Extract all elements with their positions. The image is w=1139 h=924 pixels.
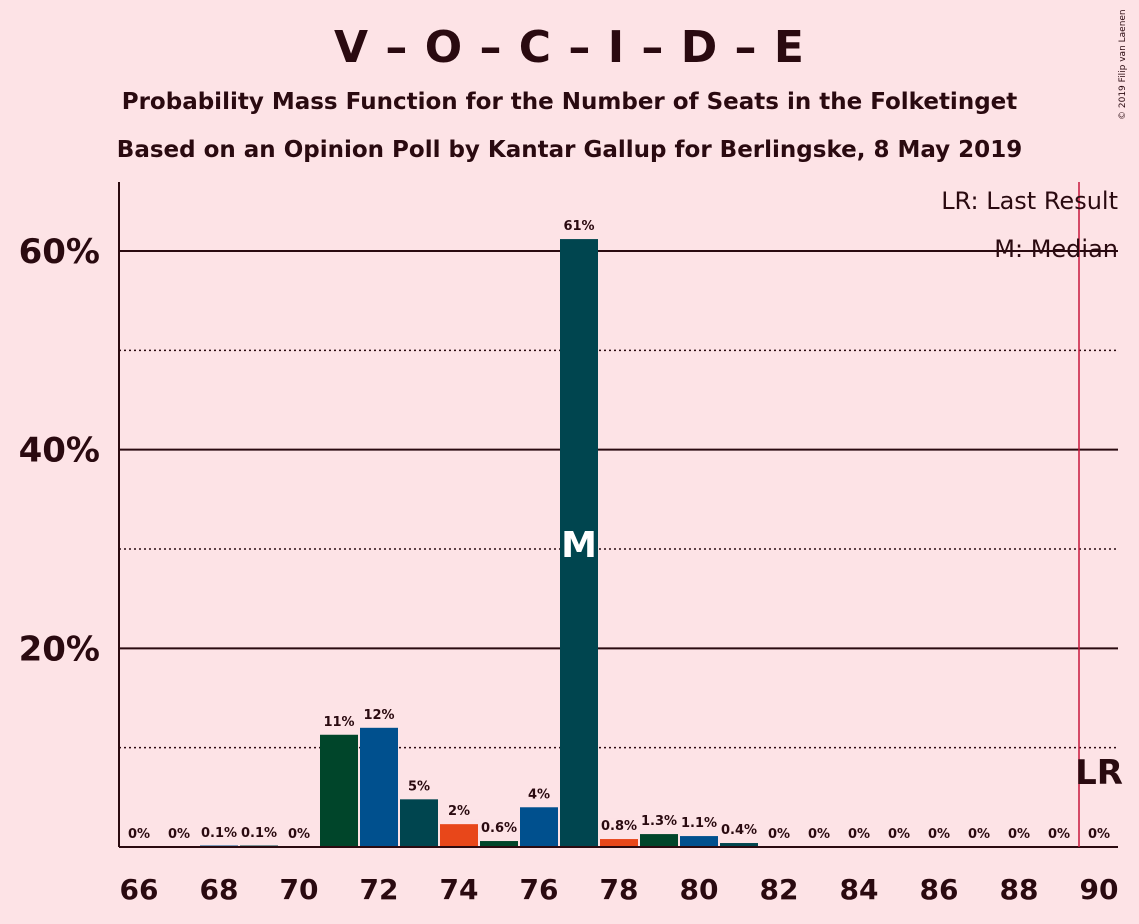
data-label-76: 4%: [528, 787, 550, 802]
x-tick-label: 84: [840, 873, 879, 906]
data-labels: 0% 0% 0.1% 0.1% 0% 11% 12% 5% 2% 0.6% 4% 61% M 0.8% 1.…: [119, 218, 1119, 842]
chart-source: Based on an Opinion Poll by Kantar Gallu…: [116, 137, 1023, 163]
data-label-bg-84: [839, 826, 879, 842]
chart-subtitle: Probability Mass Function for the Number…: [121, 89, 1018, 115]
data-label-73: 5%: [408, 779, 430, 794]
data-label-72: 12%: [363, 708, 394, 723]
data-label-bg-88: [999, 826, 1039, 842]
legend-last-result: LR: Last Result: [941, 187, 1118, 215]
x-tick-label: 74: [440, 873, 479, 906]
data-label-bg-82: [759, 826, 799, 842]
x-tick-label: 76: [520, 873, 559, 906]
legend-median: M: Median: [994, 235, 1118, 263]
x-tick-label: 80: [680, 873, 719, 906]
data-label-70: 0%: [288, 827, 310, 842]
bar-81: [720, 843, 758, 847]
data-label-90: 0%: [1088, 827, 1110, 842]
data-label-bg-66: [119, 826, 159, 842]
bar-73: [400, 799, 438, 847]
y-tick-label: 20%: [19, 629, 100, 669]
y-tick-label: 40%: [19, 431, 100, 471]
x-tick-label: 68: [200, 873, 239, 906]
bar-77: [560, 239, 598, 847]
data-label-82: 0%: [768, 827, 790, 842]
data-label-bg-74: [439, 803, 479, 820]
data-label-66: 0%: [128, 827, 150, 842]
data-label-bg-68: [199, 825, 239, 842]
data-label-89: 0%: [1048, 827, 1070, 842]
x-tick-label: 86: [920, 873, 959, 906]
data-label-69: 0.1%: [241, 826, 277, 841]
data-label-bg-76: [519, 786, 559, 803]
bars: [200, 239, 758, 847]
data-label-86: 0%: [928, 827, 950, 842]
data-label-bg-85: [879, 826, 919, 842]
bar-76: [520, 807, 558, 847]
data-label-bg-89: [1039, 826, 1079, 842]
data-label-bg-70: [279, 826, 319, 842]
data-label-67: 0%: [168, 827, 190, 842]
data-label-bg-79: [639, 813, 679, 830]
x-tick-label: 90: [1080, 873, 1119, 906]
last-result-marker: LR: [1075, 753, 1123, 793]
data-label-81: 0.4%: [721, 823, 757, 838]
axes: 20% 40% 60% 66 68 70 72 74 76 78 80 82 84 86 88 90 LR: [19, 182, 1123, 906]
bar-72: [360, 727, 398, 847]
data-label-bg-71: [319, 713, 359, 730]
data-label-bg-90: [1079, 826, 1119, 842]
data-label-85: 0%: [888, 827, 910, 842]
bar-74: [440, 824, 478, 847]
grid-lines: [119, 250, 1118, 749]
data-label-74: 2%: [448, 804, 470, 819]
data-label-bg-75: [479, 820, 519, 837]
data-label-bg-81: [719, 822, 759, 839]
bar-80: [680, 836, 718, 847]
x-tick-label: 66: [120, 873, 159, 906]
bar-79: [640, 834, 678, 847]
data-label-84: 0%: [848, 827, 870, 842]
data-label-75: 0.6%: [481, 821, 517, 836]
data-label-bg-72: [359, 706, 399, 723]
x-tick-label: 88: [1000, 873, 1039, 906]
data-label-71: 11%: [323, 715, 354, 730]
data-label-bg-77: [559, 218, 599, 235]
bar-75: [480, 841, 518, 847]
x-tick-label: 72: [360, 873, 399, 906]
data-label-78: 0.8%: [601, 819, 637, 834]
data-label-80: 1.1%: [681, 816, 717, 831]
x-tick-label: 78: [600, 873, 639, 906]
x-tick-label: 70: [280, 873, 319, 906]
data-label-68: 0.1%: [201, 826, 237, 841]
bar-71: [320, 734, 358, 847]
chart-title: V – O – C – I – D – E: [334, 22, 805, 73]
data-label-bg-86: [919, 826, 959, 842]
data-label-bg-87: [959, 826, 999, 842]
data-label-77: 61%: [563, 219, 594, 234]
data-label-83: 0%: [808, 827, 830, 842]
data-label-bg-69: [239, 825, 279, 842]
data-label-88: 0%: [1008, 827, 1030, 842]
data-label-bg-80: [679, 815, 719, 832]
data-label-87: 0%: [968, 827, 990, 842]
median-marker: M: [561, 525, 597, 566]
bar-78: [600, 839, 638, 847]
data-label-bg-73: [399, 778, 439, 795]
y-tick-label: 60%: [19, 232, 100, 272]
data-label-bg-78: [599, 818, 639, 835]
data-label-bg-83: [799, 826, 839, 842]
data-label-bg-67: [159, 826, 199, 842]
data-label-79: 1.3%: [641, 814, 677, 829]
x-tick-label: 82: [760, 873, 799, 906]
